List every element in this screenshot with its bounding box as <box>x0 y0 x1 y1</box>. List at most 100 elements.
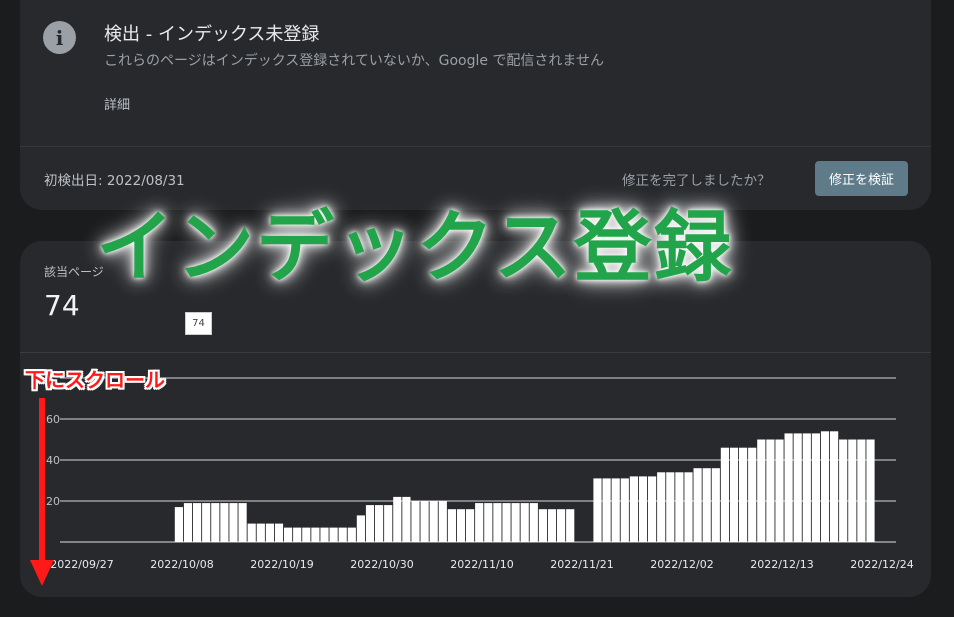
chart-bar[interactable] <box>284 527 293 542</box>
chart-bar[interactable] <box>393 496 402 542</box>
chart-bar[interactable] <box>775 439 784 543</box>
chart-bar[interactable] <box>438 501 447 542</box>
chart-bar[interactable] <box>684 472 693 542</box>
chart-bar[interactable] <box>229 503 238 542</box>
fix-question: 修正を完了しましたか？ <box>622 173 771 189</box>
affected-pages-label: 該当ページ <box>44 265 104 279</box>
chart-bar[interactable] <box>202 503 211 542</box>
chart-bar[interactable] <box>302 527 311 542</box>
chart-bar[interactable] <box>848 439 857 543</box>
chart-bar[interactable] <box>702 468 711 542</box>
chart-bar[interactable] <box>493 503 502 542</box>
x-tick-label: 2022/10/08 <box>150 558 213 571</box>
chart-bar[interactable] <box>429 501 438 542</box>
validate-fix-button[interactable]: 修正を検証 <box>815 161 908 196</box>
chart-bar[interactable] <box>329 527 338 542</box>
chart-bar[interactable] <box>356 515 365 542</box>
chart-bar[interactable] <box>784 433 793 542</box>
chart-bar[interactable] <box>311 527 320 542</box>
x-tick-label: 2022/12/02 <box>650 558 713 571</box>
chart-bar[interactable] <box>511 503 520 542</box>
x-tick-label: 2022/11/21 <box>550 558 613 571</box>
x-tick-label: 2022/10/30 <box>350 558 413 571</box>
details-link[interactable]: 詳細 <box>104 98 131 113</box>
chart-bar[interactable] <box>793 433 802 542</box>
chart-bar[interactable] <box>338 527 347 542</box>
chart-bar[interactable] <box>820 431 830 542</box>
chart-bar[interactable] <box>620 478 629 542</box>
chart-bar[interactable] <box>720 447 729 542</box>
chart-bar[interactable] <box>274 523 284 542</box>
affected-pages-card: 該当ページ 74 74 60 40 20 2022/09/27 2022/10/08 20… <box>20 241 931 597</box>
y-tick-label: 20 <box>46 495 60 508</box>
x-tick-label: 2022/10/19 <box>250 558 313 571</box>
chart-bar[interactable] <box>247 523 256 542</box>
chart-bar[interactable] <box>611 478 620 542</box>
chart-bar[interactable] <box>411 501 420 542</box>
chart-bar[interactable] <box>174 507 183 542</box>
chart-bar[interactable] <box>666 472 675 542</box>
chart-bar[interactable] <box>265 523 274 542</box>
chart-bar[interactable] <box>657 472 666 542</box>
chart-bar[interactable] <box>256 523 265 542</box>
chart-bar[interactable] <box>456 509 466 542</box>
scroll-down-label: 下にスクロール <box>25 368 165 392</box>
chart-bar[interactable] <box>629 476 638 542</box>
y-tick-label: 40 <box>46 454 60 467</box>
chart-bar[interactable] <box>193 503 202 542</box>
chart-bar[interactable] <box>857 439 866 543</box>
x-tick-label: 2022/12/13 <box>750 558 813 571</box>
chart-bar[interactable] <box>729 447 739 542</box>
chart-bar[interactable] <box>766 439 775 543</box>
chart-bar[interactable] <box>593 478 602 542</box>
affected-pages-chart[interactable]: 60 40 20 2022/09/27 2022/10/08 2022/10/19 2022… <box>20 241 931 597</box>
chart-bar[interactable] <box>566 509 575 542</box>
chart-bar[interactable] <box>447 509 456 542</box>
chart-bar[interactable] <box>866 439 875 543</box>
chart-bar[interactable] <box>347 527 356 542</box>
info-icon: i <box>43 21 76 54</box>
chart-bar[interactable] <box>811 433 820 542</box>
chart-bar[interactable] <box>238 503 247 542</box>
chart-bar[interactable] <box>529 503 538 542</box>
chart-bar[interactable] <box>602 478 611 542</box>
first-detected-date: 初検出日: 2022/08/31 <box>44 173 185 189</box>
chart-bar[interactable] <box>220 503 229 542</box>
chart-bar[interactable] <box>711 468 720 542</box>
chart-bar[interactable] <box>802 433 811 542</box>
chart-bar[interactable] <box>293 527 302 542</box>
chart-bar[interactable] <box>739 447 748 542</box>
overlay-title: インデックス登録 <box>96 203 734 293</box>
chart-bar[interactable] <box>675 472 684 542</box>
chart-bar[interactable] <box>648 476 657 542</box>
x-tick-label: 2022/09/27 <box>50 558 113 571</box>
chart-bar[interactable] <box>466 509 475 542</box>
chart-bar[interactable] <box>502 503 511 542</box>
affected-pages-count: 74 <box>44 289 80 322</box>
chart-bar[interactable] <box>557 509 566 542</box>
chart-bar[interactable] <box>475 503 484 542</box>
chart-bar[interactable] <box>375 505 384 542</box>
chart-bar[interactable] <box>547 509 557 542</box>
issue-title: 検出 - インデックス未登録 <box>104 24 320 45</box>
chart-bar[interactable] <box>748 447 757 542</box>
chart-bar[interactable] <box>839 439 848 543</box>
chart-bar[interactable] <box>402 496 411 542</box>
chart-bar[interactable] <box>384 505 393 542</box>
chart-bar[interactable] <box>693 468 702 542</box>
arrow-down-icon <box>30 398 54 586</box>
chart-bar[interactable] <box>538 509 547 542</box>
chart-bar[interactable] <box>638 476 648 542</box>
chart-bar[interactable] <box>520 503 529 542</box>
chart-bar[interactable] <box>757 439 766 543</box>
issue-description: これらのページはインデックス登録されていないか、Google で配信されません <box>104 53 604 69</box>
x-tick-label: 2022/11/10 <box>450 558 513 571</box>
chart-bar[interactable] <box>211 503 220 542</box>
chart-bar[interactable] <box>830 431 839 542</box>
chart-bar[interactable] <box>183 503 193 542</box>
chart-bar[interactable] <box>484 503 493 542</box>
chart-bar[interactable] <box>420 501 429 542</box>
chart-bar[interactable] <box>320 527 329 542</box>
x-tick-label: 2022/12/24 <box>850 558 913 571</box>
chart-bar[interactable] <box>365 505 375 542</box>
